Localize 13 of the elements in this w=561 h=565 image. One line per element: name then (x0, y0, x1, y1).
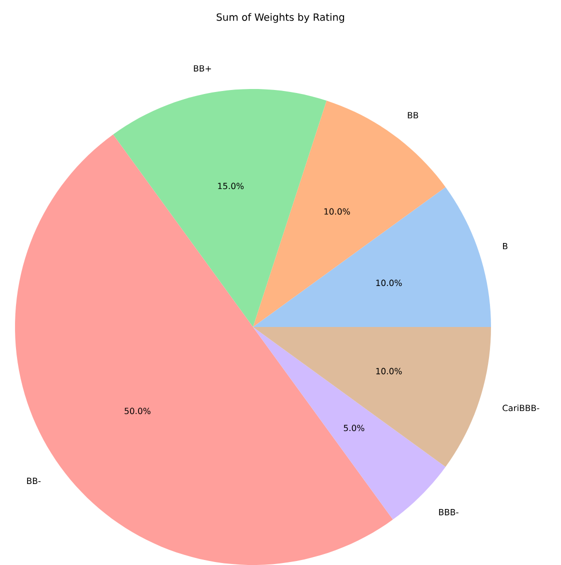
data-label: 5.0% (344, 424, 364, 432)
slice-label: BB (408, 112, 418, 118)
data-label: 15.0% (218, 182, 244, 190)
slice-label: B (503, 243, 508, 250)
data-label: 10.0% (376, 280, 402, 286)
chart-title: Sum of Weights by Rating (216, 13, 344, 23)
data-label: 10.0% (376, 368, 402, 374)
data-label: 50.0% (124, 408, 150, 414)
slice-label: BBB- (439, 509, 458, 516)
data-label: 10.0% (324, 208, 350, 215)
slice-label: BB+ (194, 65, 211, 72)
slice-label: BB- (27, 478, 41, 484)
slice-label: CariBBB- (502, 404, 540, 412)
